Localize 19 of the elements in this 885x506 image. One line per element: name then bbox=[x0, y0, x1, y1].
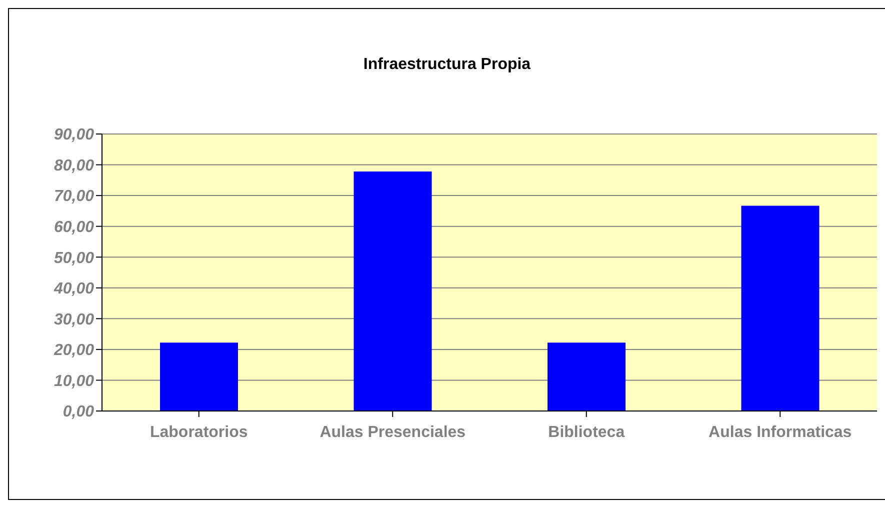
y-tick-label: 50,00 bbox=[54, 250, 94, 267]
y-tick-label: 80,00 bbox=[54, 157, 94, 174]
x-tick-label: Aulas Informaticas bbox=[708, 424, 852, 441]
y-tick-label: 0,00 bbox=[62, 404, 94, 421]
y-tick-label: 70,00 bbox=[54, 188, 94, 206]
bar bbox=[548, 342, 626, 411]
y-tick-label: 40,00 bbox=[52, 280, 94, 298]
bar bbox=[160, 342, 238, 411]
chart-title: Infraestructura Propia bbox=[362, 56, 532, 74]
y-tick-label: 10,00 bbox=[54, 372, 94, 390]
y-tick-label: 20,00 bbox=[52, 342, 94, 360]
x-tick-label: Aulas Presenciales bbox=[320, 424, 466, 441]
y-tick-label: 60,00 bbox=[54, 219, 94, 236]
y-tick-label: 30,00 bbox=[54, 311, 94, 328]
bar bbox=[741, 206, 820, 411]
y-tick-label: 90,00 bbox=[54, 126, 94, 144]
x-tick-label: Laboratorios bbox=[150, 424, 248, 441]
x-tick-label: Biblioteca bbox=[548, 424, 625, 441]
bar bbox=[354, 172, 432, 411]
